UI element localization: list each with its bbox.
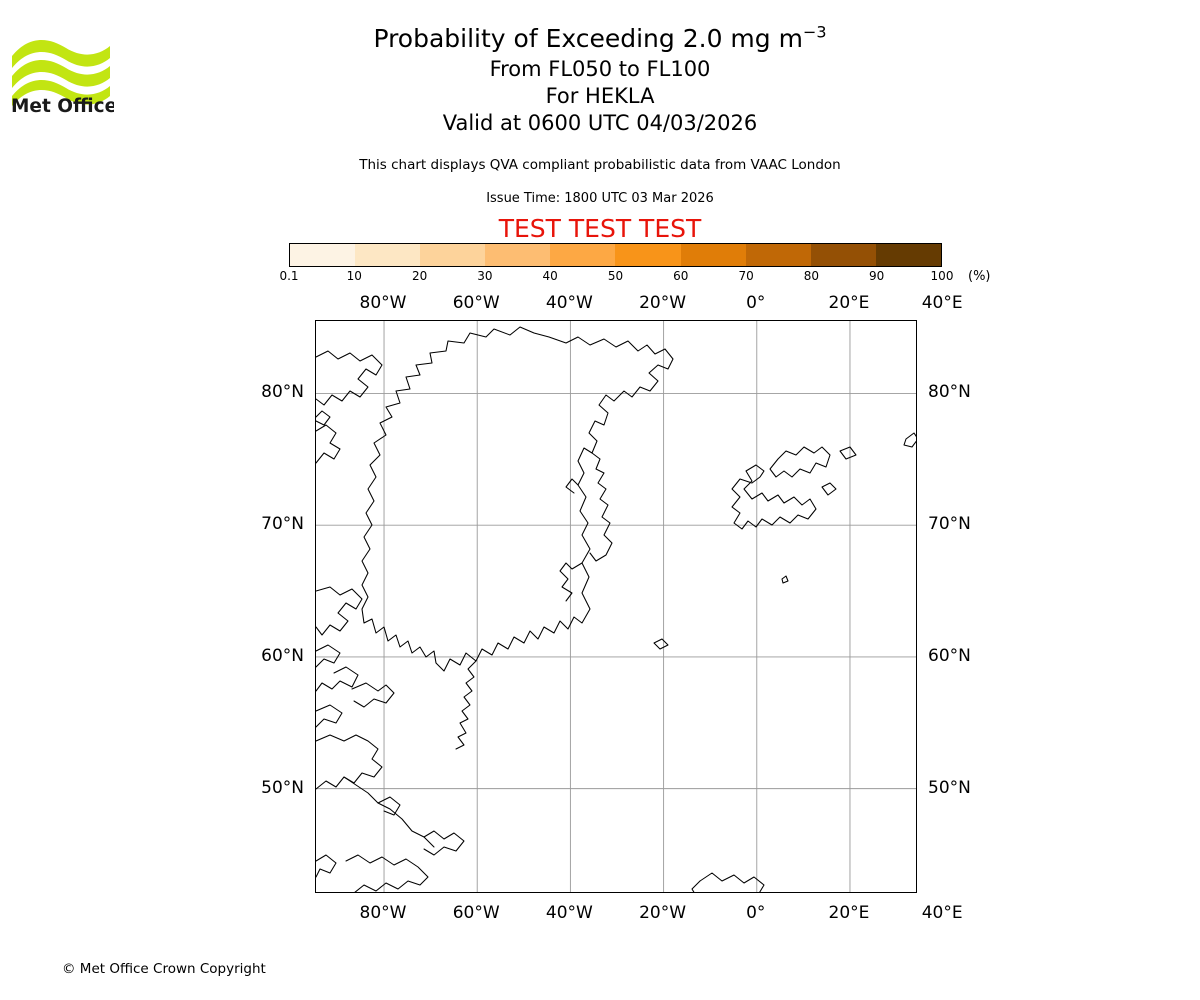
map-top-label-40°W: 40°W [545, 293, 593, 313]
logo-wordmark: Met Office [11, 96, 114, 114]
map-top-label-60°W: 60°W [452, 293, 500, 313]
issue-time-label: Issue Time: 1800 UTC 03 Mar 2026 [486, 191, 714, 206]
map-bottom-label-60°W: 60°W [452, 903, 500, 923]
map-bottom-label-40°W: 40°W [545, 903, 593, 923]
page-title: Probability of Exceeding 2.0 mg m−3 [0, 22, 1200, 56]
colorbar-swatch-7 [745, 244, 811, 266]
chart-title-block: Probability of Exceeding 2.0 mg m−3 From… [0, 22, 1200, 137]
colorbar-swatch-3 [485, 244, 551, 266]
colorbar-swatch-4 [550, 244, 616, 266]
map-bottom-label-80°W: 80°W [359, 903, 407, 923]
colorbar-tick-10: 10 [346, 269, 362, 283]
map-top-label-80°W: 80°W [359, 293, 407, 313]
map-left-label-50°N: 50°N [261, 777, 304, 798]
map-bottom-label-40°E: 40°E [921, 903, 963, 923]
map-canvas [316, 321, 916, 892]
map-left-label-70°N: 70°N [261, 514, 304, 535]
colorbar-tick-80: 80 [803, 269, 820, 283]
map-bottom-label-0°: 0° [746, 903, 766, 923]
title-valid-time: Valid at 0600 UTC 04/03/2026 [442, 111, 758, 135]
map-right-label-60°N: 60°N [928, 645, 971, 666]
title-flight-levels: From FL050 to FL100 [489, 57, 711, 81]
map-top-label-0°: 0° [746, 293, 766, 313]
chart-disclaimer: This chart displays QVA compliant probab… [359, 157, 841, 173]
map-left-label-80°N: 80°N [261, 382, 304, 403]
map-gridlines [316, 321, 916, 892]
map-bottom-label-20°W: 20°W [639, 903, 687, 923]
coastlines [316, 326, 916, 892]
colorbar-swatch-6 [680, 244, 746, 266]
colorbar [289, 243, 942, 267]
map-frame[interactable] [315, 320, 917, 893]
colorbar-tick-30: 30 [477, 269, 493, 283]
colorbar-tick-90: 90 [869, 269, 885, 283]
map-top-label-40°E: 40°E [921, 293, 963, 313]
colorbar-tick-100: 100 [930, 269, 954, 283]
colorbar-tick-20: 20 [411, 269, 428, 283]
title-exponent: −3 [802, 22, 827, 42]
map-top-label-20°E: 20°E [828, 293, 870, 313]
colorbar-tick-70: 70 [738, 269, 754, 283]
colorbar-swatch-9 [875, 244, 941, 266]
colorbar-unit-label: (%) [968, 269, 991, 284]
colorbar-swatch-8 [810, 244, 876, 266]
map-left-label-60°N: 60°N [261, 645, 304, 666]
colorbar-tick-0.1: 0.1 [279, 269, 299, 283]
colorbar-swatch-0 [290, 244, 356, 266]
colorbar-swatch-5 [615, 244, 681, 266]
map-panel[interactable]: 80°W 60°W 40°W 20°W 0° 20°E 40°E 80°W 60°W 40°W 2… [261, 293, 971, 923]
logo-waves [12, 39, 110, 106]
copyright-notice: © Met Office Crown Copyright [62, 961, 266, 977]
test-banner: TEST TEST TEST [498, 214, 702, 243]
map-bottom-label-20°E: 20°E [828, 903, 870, 923]
map-top-label-20°W: 20°W [639, 293, 687, 313]
colorbar-tick-60: 60 [673, 269, 689, 283]
colorbar-swatch-2 [420, 244, 486, 266]
colorbar-tick-50: 50 [607, 269, 624, 283]
colorbar-swatch-1 [355, 244, 421, 266]
colorbar-tick-40: 40 [542, 269, 558, 283]
colorbar-swatches [289, 243, 942, 267]
title-main-text: Probability of Exceeding 2.0 mg m [373, 24, 803, 53]
map-right-label-80°N: 80°N [928, 382, 971, 403]
colorbar-tick-labels: 0.1 10 20 30 40 50 60 70 80 90 100 [279, 269, 953, 287]
met-office-logo: Met Office [10, 24, 114, 114]
title-volcano: For HEKLA [545, 84, 655, 108]
map-right-label-70°N: 70°N [928, 514, 971, 535]
map-right-label-50°N: 50°N [928, 777, 971, 798]
